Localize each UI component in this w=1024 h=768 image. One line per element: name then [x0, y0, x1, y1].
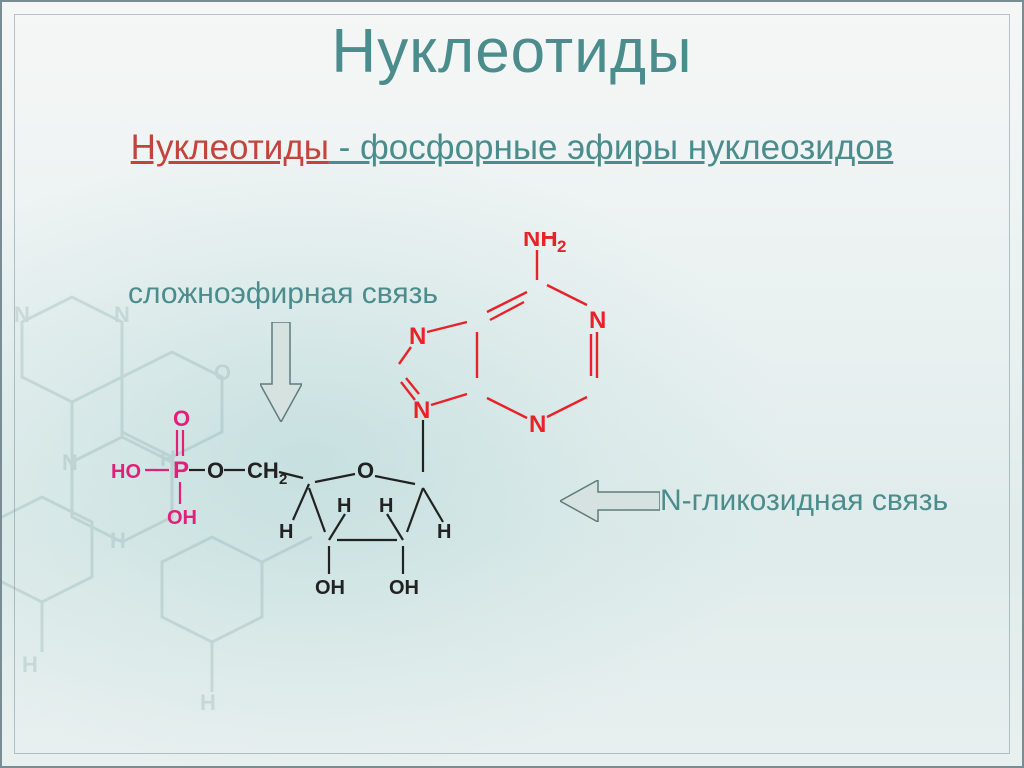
svg-text:N: N	[589, 307, 606, 334]
nucleotide-structure: NH 2 N N N N O CH 2 O H H H H OH OH P O …	[97, 232, 657, 652]
svg-text:H: H	[337, 495, 351, 517]
subtitle-def: - фосфорные эфиры нуклеозидов	[329, 128, 893, 167]
svg-text:O: O	[207, 458, 224, 483]
slide: N N O N N H H H H Нуклеотиды Нуклеотиды …	[0, 0, 1024, 768]
svg-text:O: O	[357, 458, 374, 483]
svg-text:N: N	[409, 323, 426, 350]
svg-text:OH: OH	[389, 577, 419, 599]
slide-title: Нуклеотиды	[2, 16, 1022, 87]
glycosidic-bond-label: N-гликозидная связь	[660, 484, 948, 518]
subtitle-term: Нуклеотиды	[131, 128, 329, 167]
svg-text:H: H	[379, 495, 393, 517]
svg-text:H: H	[279, 521, 293, 543]
svg-text:N: N	[62, 450, 78, 475]
svg-text:H: H	[22, 652, 38, 677]
svg-text:O: O	[173, 406, 190, 431]
svg-text:2: 2	[279, 471, 287, 488]
svg-text:NH: NH	[523, 232, 558, 252]
svg-text:N: N	[413, 397, 430, 424]
svg-text:HO: HO	[111, 461, 141, 483]
svg-text:H: H	[437, 521, 451, 543]
svg-text:N: N	[14, 302, 30, 327]
svg-text:N: N	[529, 411, 546, 438]
svg-text:OH: OH	[167, 507, 197, 529]
svg-text:P: P	[173, 457, 189, 484]
svg-text:CH: CH	[247, 458, 279, 483]
slide-subtitle: Нуклеотиды - фосфорные эфиры нуклеозидов	[2, 128, 1022, 168]
svg-text:H: H	[200, 690, 216, 715]
svg-text:OH: OH	[315, 577, 345, 599]
svg-text:2: 2	[557, 237, 566, 256]
